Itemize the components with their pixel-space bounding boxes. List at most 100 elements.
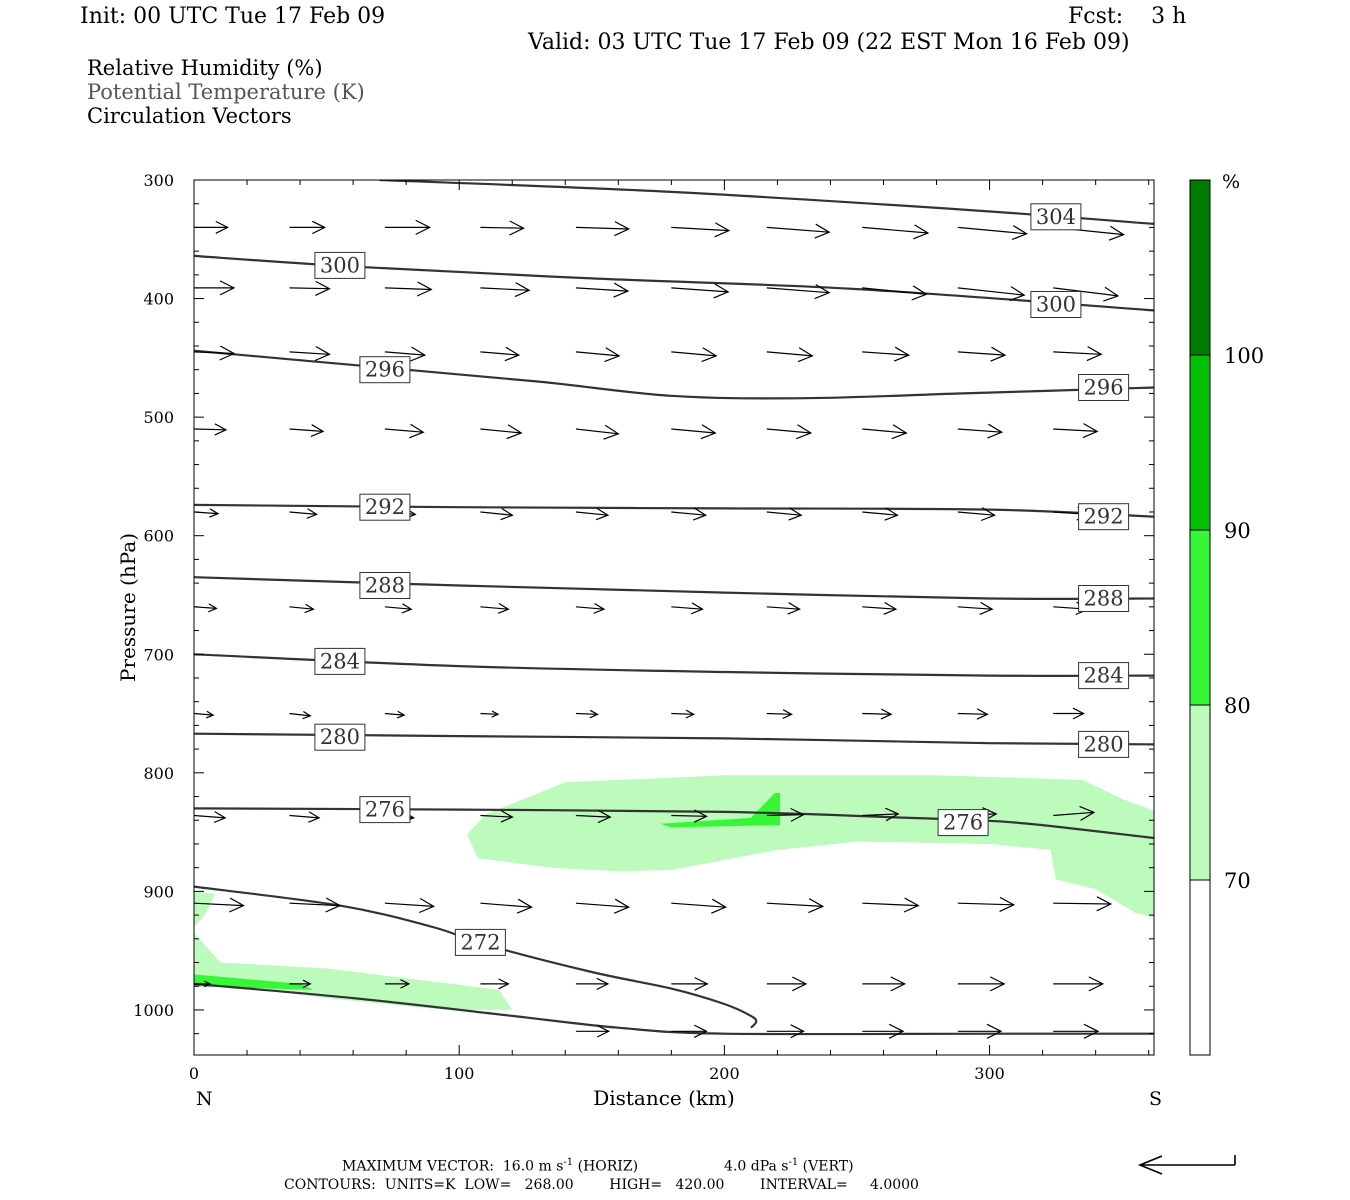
vector-head [693,1024,708,1038]
vector-1-1 [289,280,331,296]
vector-shaft [480,814,513,818]
contour-label-box-284-1 [1078,662,1130,690]
vector-2-2 [384,346,427,362]
x-end-label-south: S [1149,1088,1162,1110]
theta-contour-288 [194,576,1154,601]
vector-shaft [957,902,1014,906]
vector-head [498,978,510,990]
footer-max-vector: MAXIMUM VECTOR: 16.0 m s-1 (HORIZ) 4.0 dP… [342,1158,854,1174]
vector-1-5 [671,283,730,299]
vector-3-0 [194,423,228,436]
vector-6-10 [1154,708,1184,719]
vector-1-8 [957,286,1026,302]
vector-shaft [289,287,330,290]
vector-3-5 [671,424,717,440]
vector-6-8 [957,708,989,720]
footer-contours: CONTOURS: UNITS=K LOW= 268.00 HIGH= 420.… [284,1177,919,1193]
vector-shaft [384,351,425,356]
vector-head [315,280,331,296]
vector-head [595,507,610,521]
vector-9-1 [289,979,312,989]
vector-shaft [766,902,823,907]
vector-7-6 [766,807,805,822]
plot-frame [193,179,1155,1056]
vector-2-7 [862,346,911,362]
contour-label-292-1: 292 [1084,505,1124,529]
vector-shaft [862,712,892,715]
vector-shaft [766,226,830,233]
colorbar-segment-2 [1190,530,1210,705]
vector-head [204,980,212,988]
y-tick-label-800: 800 [143,764,174,783]
vector-head [913,224,930,240]
vector-head [410,346,427,362]
vector-head [893,346,911,362]
vector-head [400,979,411,989]
vector-7-1 [289,811,321,823]
vector-8-1 [289,897,342,913]
vector-shaft [671,712,694,715]
vector-head [890,976,907,992]
vector-0-2 [384,219,432,235]
vector-shaft [480,712,499,715]
vector-head [604,347,621,363]
vector-1-3 [480,282,531,298]
vector-head [491,710,500,718]
vector-shaft [1053,287,1119,297]
vector-shaft [671,351,717,357]
vector-4-6 [766,507,803,521]
vector-head [504,346,521,362]
vector-head [500,810,514,823]
vector-head [310,424,325,437]
vector-head [986,1023,1003,1039]
colorbar-segment-0 [1190,880,1210,1055]
vector-shaft [1153,227,1154,229]
vector-shaft [575,351,620,357]
vector-1-0 [194,280,236,296]
vector-shaft [957,606,993,610]
contour-label-box-296-1 [1078,374,1130,401]
colorbar-segment-1 [1190,705,1210,880]
vector-head [516,898,533,914]
footer-vert-exp: -1 [788,1157,799,1168]
contour-label-box-304-0 [1030,203,1082,231]
vector-10-4 [575,1024,611,1038]
vector-head [880,708,893,720]
vector-head [1083,1023,1100,1039]
vector-6-5 [671,709,696,719]
vector-head [1096,896,1113,912]
vector-shaft [384,606,412,610]
vector-0-4 [575,221,631,237]
contour-label-box-288-1 [1078,585,1130,612]
vector-head [1072,707,1085,720]
contour-label-300-1: 300 [1036,293,1076,317]
vector-shaft [1053,902,1111,905]
vector-5-5 [671,602,704,615]
vector-shaft [957,287,1025,296]
vector-shaft [1053,428,1098,432]
vector-head [795,424,813,440]
vector-4-1 [289,508,319,519]
vector-head [209,508,220,518]
vector-layer [194,219,1184,1039]
vector-3-4 [575,424,620,440]
theta-contour-296 [194,349,1154,400]
vector-3-8 [957,423,1004,439]
vector-shaft [575,287,628,292]
vector-head [1009,286,1026,302]
vector-3-9 [1053,423,1099,439]
vector-head [808,898,825,914]
vector-3-6 [766,424,813,440]
y-tick-label-300: 300 [143,171,174,190]
vector-6-4 [575,709,599,719]
contour-label-296-0: 296 [365,358,405,382]
contour-label-box-288-0 [359,572,411,599]
rh-fill-70-0 [467,775,1154,918]
vector-2-5 [671,347,718,363]
vector-head [304,603,315,614]
vector-3-3 [480,424,523,440]
vector-head [603,424,620,440]
vector-5-10 [1153,606,1154,608]
contour-label-box-296-0 [359,356,411,384]
vector-head [685,709,696,719]
